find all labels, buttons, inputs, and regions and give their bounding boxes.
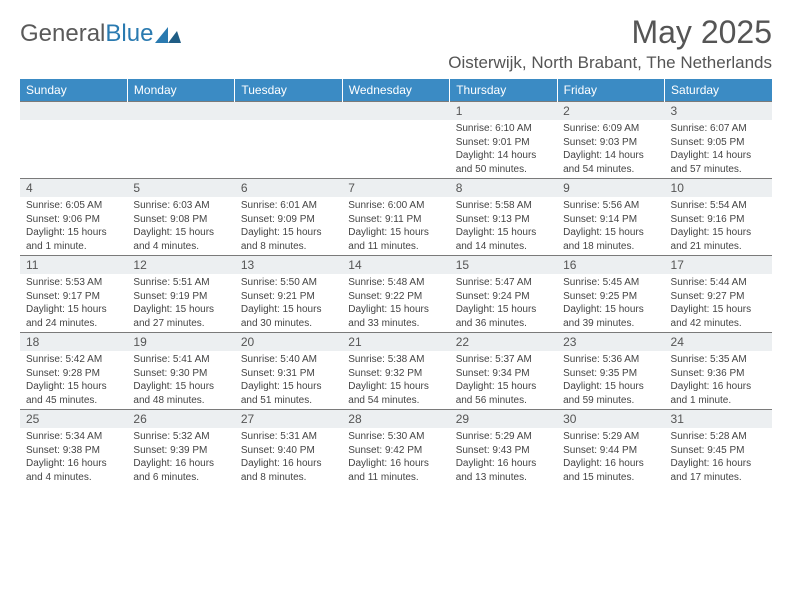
day-header: Sunday [20, 79, 127, 102]
brand-name: GeneralBlue [20, 20, 153, 48]
day-detail: Sunrise: 5:48 AMSunset: 9:22 PMDaylight:… [342, 274, 449, 332]
day-number [127, 102, 234, 118]
day-number: 27 [235, 410, 342, 428]
day-number: 22 [450, 333, 557, 351]
day-detail: Sunrise: 6:00 AMSunset: 9:11 PMDaylight:… [342, 197, 449, 255]
day-detail: Sunrise: 5:51 AMSunset: 9:19 PMDaylight:… [127, 274, 234, 332]
day-detail: Sunrise: 6:05 AMSunset: 9:06 PMDaylight:… [20, 197, 127, 255]
day-detail: Sunrise: 6:01 AMSunset: 9:09 PMDaylight:… [235, 197, 342, 255]
day-number: 16 [557, 256, 664, 274]
day-number: 26 [127, 410, 234, 428]
day-header: Friday [557, 79, 664, 102]
day-number [342, 102, 449, 118]
day-number: 25 [20, 410, 127, 428]
week-number-row: 45678910 [20, 179, 772, 198]
day-detail: Sunrise: 5:34 AMSunset: 9:38 PMDaylight:… [20, 428, 127, 486]
day-number: 19 [127, 333, 234, 351]
day-detail: Sunrise: 5:32 AMSunset: 9:39 PMDaylight:… [127, 428, 234, 486]
day-detail: Sunrise: 5:31 AMSunset: 9:40 PMDaylight:… [235, 428, 342, 486]
location-subtitle: Oisterwijk, North Brabant, The Netherlan… [20, 53, 772, 73]
day-number: 28 [342, 410, 449, 428]
day-number: 21 [342, 333, 449, 351]
day-header: Saturday [665, 79, 772, 102]
day-number: 10 [665, 179, 772, 197]
day-number: 9 [557, 179, 664, 197]
week-number-row: 25262728293031 [20, 410, 772, 429]
day-detail: Sunrise: 5:42 AMSunset: 9:28 PMDaylight:… [20, 351, 127, 409]
day-detail: Sunrise: 5:36 AMSunset: 9:35 PMDaylight:… [557, 351, 664, 409]
day-detail: Sunrise: 5:58 AMSunset: 9:13 PMDaylight:… [450, 197, 557, 255]
week-detail-row: Sunrise: 6:05 AMSunset: 9:06 PMDaylight:… [20, 197, 772, 256]
day-number: 6 [235, 179, 342, 197]
day-number: 14 [342, 256, 449, 274]
day-detail: Sunrise: 5:35 AMSunset: 9:36 PMDaylight:… [665, 351, 772, 409]
day-detail: Sunrise: 5:45 AMSunset: 9:25 PMDaylight:… [557, 274, 664, 332]
day-detail: Sunrise: 5:37 AMSunset: 9:34 PMDaylight:… [450, 351, 557, 409]
week-detail-row: Sunrise: 5:42 AMSunset: 9:28 PMDaylight:… [20, 351, 772, 410]
day-number: 23 [557, 333, 664, 351]
day-number [235, 102, 342, 118]
day-number: 7 [342, 179, 449, 197]
day-number: 18 [20, 333, 127, 351]
day-detail: Sunrise: 5:38 AMSunset: 9:32 PMDaylight:… [342, 351, 449, 409]
day-detail: Sunrise: 6:03 AMSunset: 9:08 PMDaylight:… [127, 197, 234, 255]
day-detail: Sunrise: 6:07 AMSunset: 9:05 PMDaylight:… [665, 120, 772, 178]
day-detail: Sunrise: 6:09 AMSunset: 9:03 PMDaylight:… [557, 120, 664, 178]
day-detail [20, 120, 127, 178]
day-detail: Sunrise: 5:54 AMSunset: 9:16 PMDaylight:… [665, 197, 772, 255]
day-number: 29 [450, 410, 557, 428]
day-header: Monday [127, 79, 234, 102]
day-detail [127, 120, 234, 178]
week-detail-row: Sunrise: 6:10 AMSunset: 9:01 PMDaylight:… [20, 120, 772, 179]
day-number: 8 [450, 179, 557, 197]
day-header: Wednesday [342, 79, 449, 102]
week-detail-row: Sunrise: 5:34 AMSunset: 9:38 PMDaylight:… [20, 428, 772, 486]
day-number: 13 [235, 256, 342, 274]
day-number: 2 [557, 102, 664, 120]
day-detail: Sunrise: 5:47 AMSunset: 9:24 PMDaylight:… [450, 274, 557, 332]
day-detail: Sunrise: 5:50 AMSunset: 9:21 PMDaylight:… [235, 274, 342, 332]
day-number: 5 [127, 179, 234, 197]
day-detail: Sunrise: 6:10 AMSunset: 9:01 PMDaylight:… [450, 120, 557, 178]
day-detail: Sunrise: 5:41 AMSunset: 9:30 PMDaylight:… [127, 351, 234, 409]
day-detail: Sunrise: 5:44 AMSunset: 9:27 PMDaylight:… [665, 274, 772, 332]
day-detail: Sunrise: 5:29 AMSunset: 9:43 PMDaylight:… [450, 428, 557, 486]
brand-logo: GeneralBlue [20, 14, 181, 48]
day-number: 24 [665, 333, 772, 351]
day-number: 1 [450, 102, 557, 120]
day-number: 31 [665, 410, 772, 428]
day-detail: Sunrise: 5:40 AMSunset: 9:31 PMDaylight:… [235, 351, 342, 409]
week-detail-row: Sunrise: 5:53 AMSunset: 9:17 PMDaylight:… [20, 274, 772, 333]
brand-name-right: Blue [105, 20, 153, 47]
day-number: 4 [20, 179, 127, 197]
day-number: 30 [557, 410, 664, 428]
calendar-table: SundayMondayTuesdayWednesdayThursdayFrid… [20, 79, 772, 486]
day-detail [235, 120, 342, 178]
day-header-row: SundayMondayTuesdayWednesdayThursdayFrid… [20, 79, 772, 102]
day-number: 17 [665, 256, 772, 274]
day-detail: Sunrise: 5:56 AMSunset: 9:14 PMDaylight:… [557, 197, 664, 255]
day-number [20, 102, 127, 118]
day-header: Tuesday [235, 79, 342, 102]
day-number: 3 [665, 102, 772, 120]
brand-name-left: General [20, 20, 105, 47]
day-number: 15 [450, 256, 557, 274]
day-number: 20 [235, 333, 342, 351]
brand-triangle-icon [155, 25, 181, 43]
day-number: 11 [20, 256, 127, 274]
day-detail [342, 120, 449, 178]
week-number-row: 18192021222324 [20, 333, 772, 352]
day-detail: Sunrise: 5:28 AMSunset: 9:45 PMDaylight:… [665, 428, 772, 486]
day-header: Thursday [450, 79, 557, 102]
day-detail: Sunrise: 5:53 AMSunset: 9:17 PMDaylight:… [20, 274, 127, 332]
day-detail: Sunrise: 5:30 AMSunset: 9:42 PMDaylight:… [342, 428, 449, 486]
week-number-row: 11121314151617 [20, 256, 772, 275]
day-detail: Sunrise: 5:29 AMSunset: 9:44 PMDaylight:… [557, 428, 664, 486]
page-title: May 2025 [631, 14, 772, 51]
day-number: 12 [127, 256, 234, 274]
week-number-row: 123 [20, 102, 772, 121]
